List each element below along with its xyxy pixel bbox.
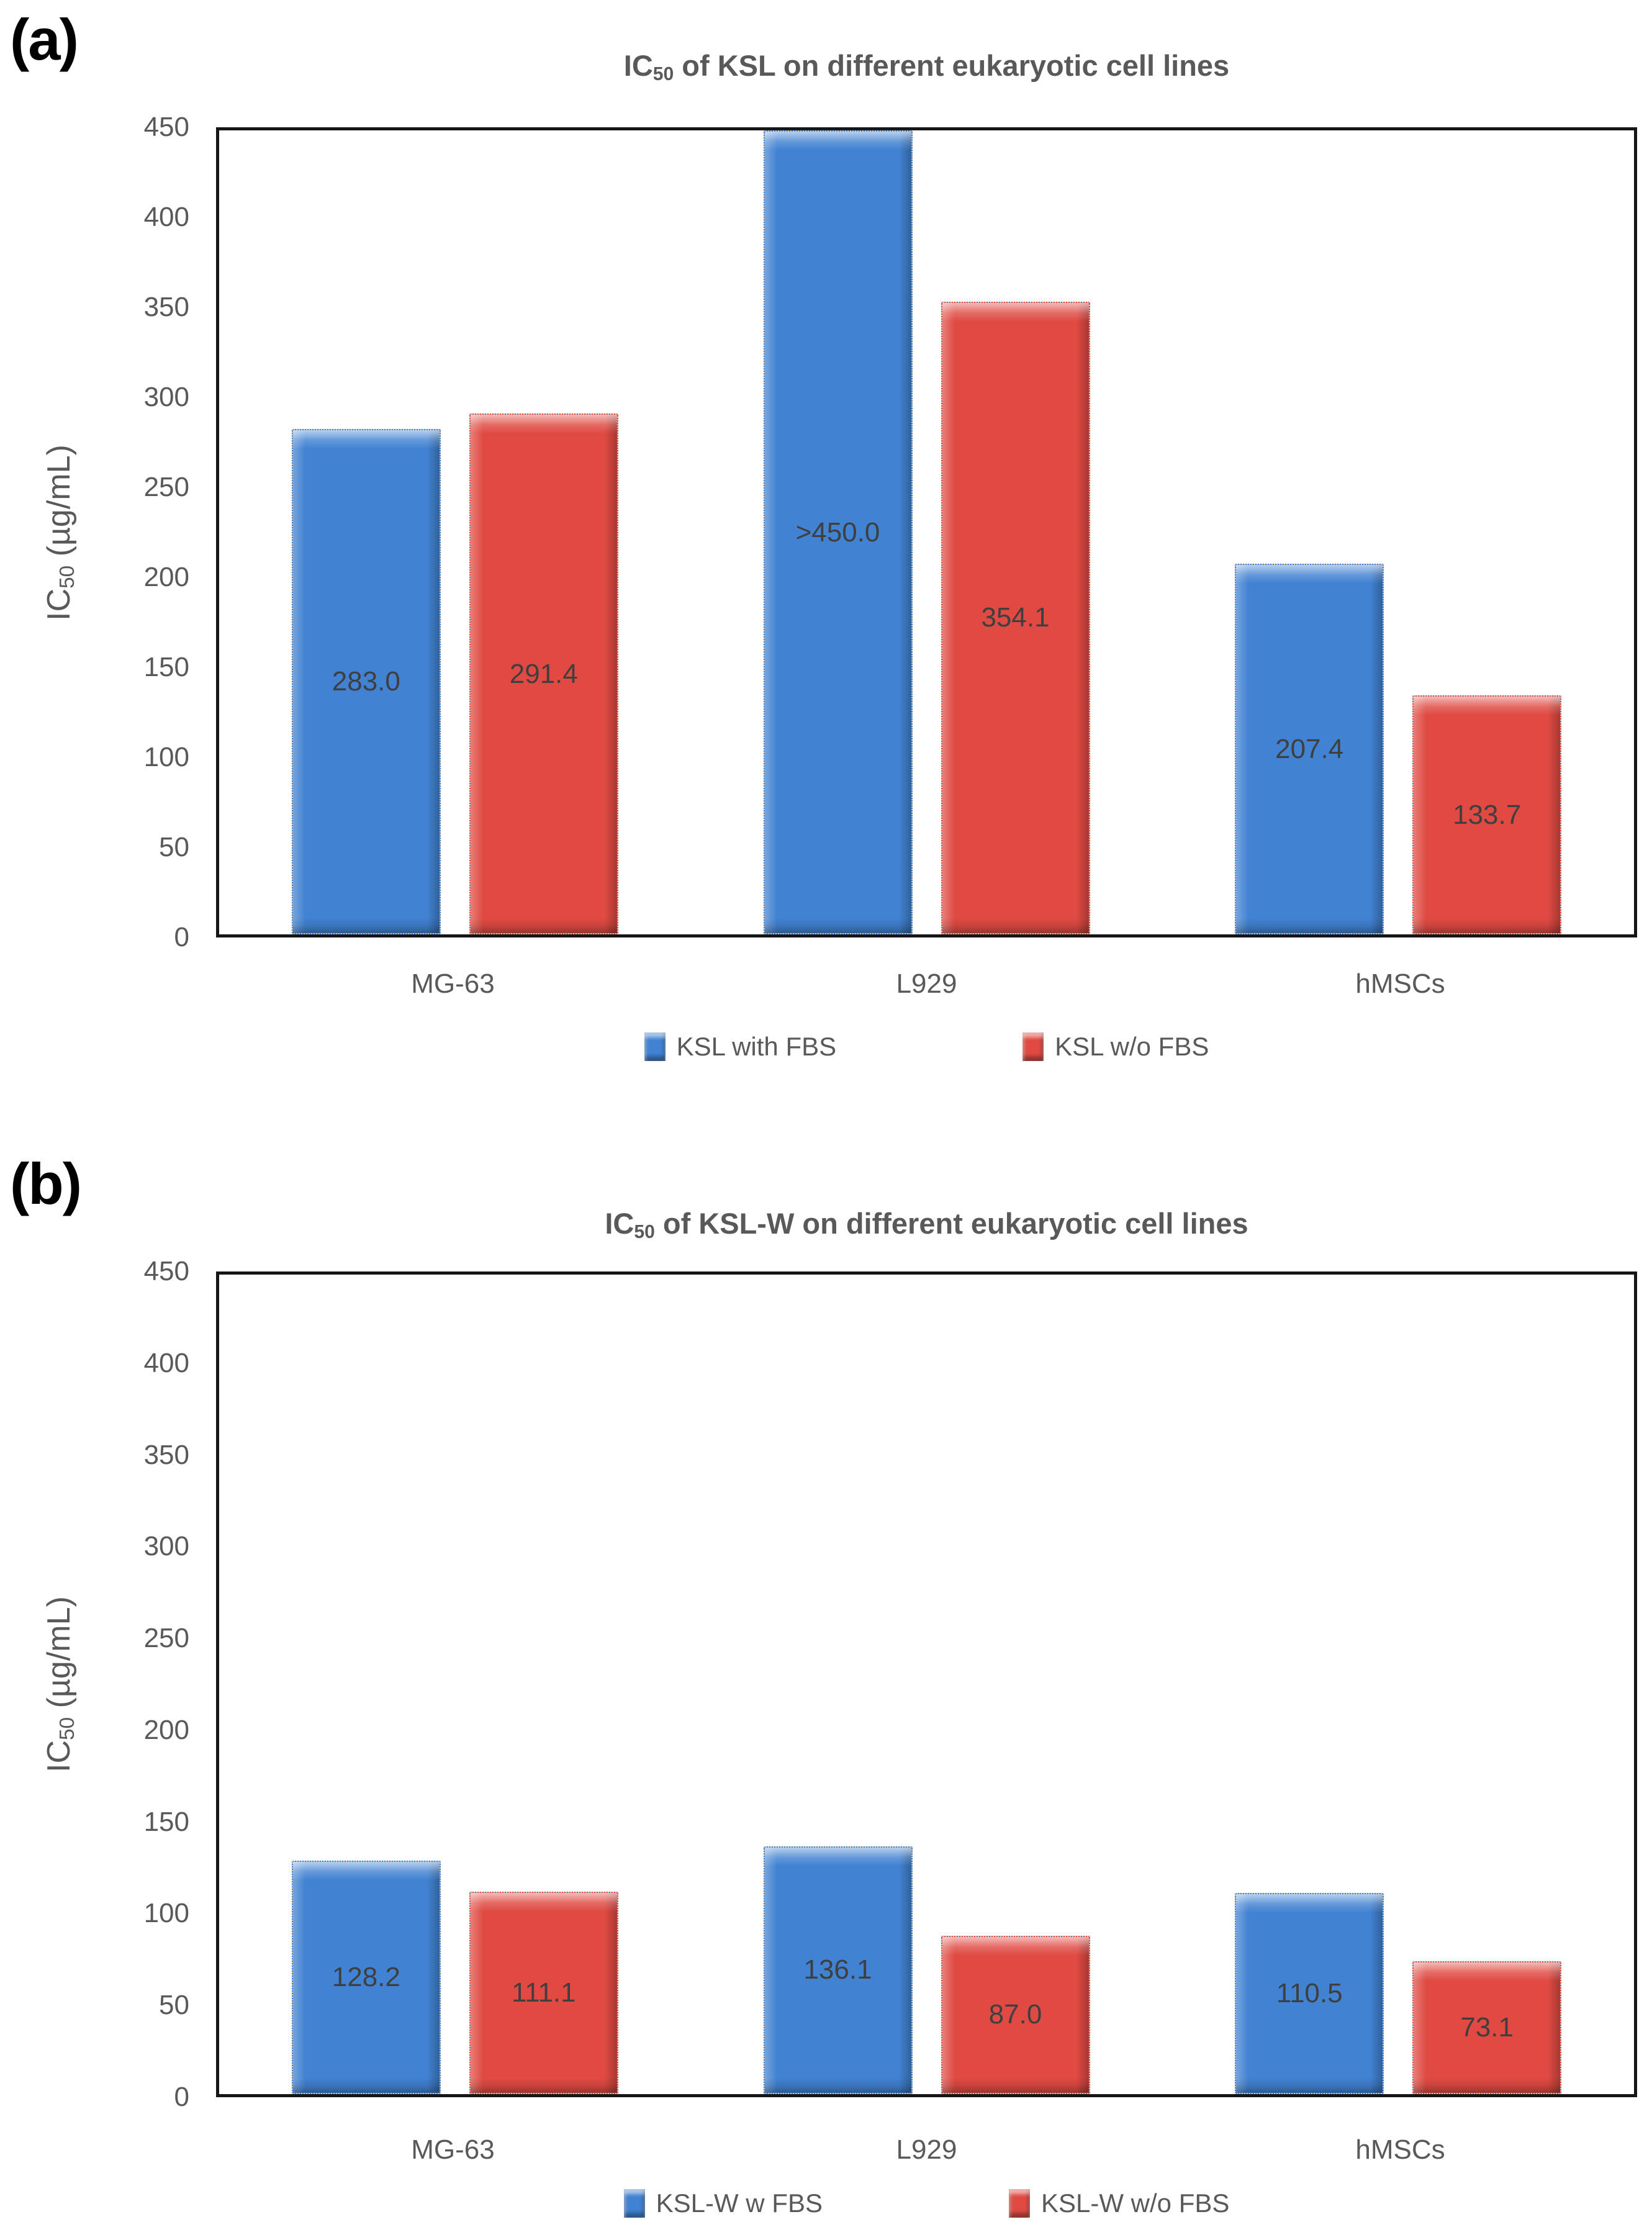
bars-container: 283.0 291.4 >450.0 354.1 207.4 133.7	[219, 130, 1634, 934]
bar: 283.0	[291, 428, 441, 934]
bar-value-label: 128.2	[332, 1961, 400, 1992]
y-axis-title: IC50 (µg/mL)	[19, 127, 99, 937]
bar-value-label: 291.4	[509, 658, 578, 689]
legend-label: KSL with FBS	[676, 1032, 837, 1061]
bar-value-label: 87.0	[988, 1999, 1042, 2030]
legend-label: KSL-W w/o FBS	[1040, 2188, 1230, 2218]
bar-value-label: 73.1	[1460, 2012, 1514, 2043]
legend: KSL-W w FBS KSL-W w/o FBS	[216, 2188, 1637, 2218]
plot-area: 128.2 111.1 136.1 87.0 110.5 73.1	[216, 1271, 1637, 2097]
y-tick-label: 450	[143, 1256, 189, 1286]
y-tick-label: 250	[143, 472, 189, 502]
y-tick-label: 150	[143, 1806, 189, 1837]
chart-title: IC50 of KSL on different eukaryotic cell…	[623, 49, 1230, 84]
legend-item: KSL w/o FBS	[1022, 1032, 1209, 1062]
x-category-label: hMSCs	[1355, 2134, 1445, 2165]
legend-swatch-icon	[644, 1032, 666, 1061]
bar: >450.0	[763, 130, 913, 934]
bar: 133.7	[1412, 695, 1562, 934]
bar: 73.1	[1412, 1961, 1562, 2094]
y-tick-label: 150	[143, 652, 189, 682]
chart-title: IC50 of KSL-W on different eukaryotic ce…	[605, 1207, 1248, 1242]
y-axis-title: IC50 (µg/mL)	[19, 1271, 99, 2097]
legend-item: KSL with FBS	[644, 1032, 837, 1062]
y-tick-label: 0	[174, 922, 189, 952]
y-tick-label: 250	[143, 1623, 189, 1654]
panel-label-b: (b)	[10, 1151, 82, 1216]
y-tick-label: 50	[159, 1990, 189, 2021]
y-tick-label: 350	[143, 292, 189, 322]
bar: 354.1	[941, 301, 1090, 934]
bar-value-label: >450.0	[795, 517, 880, 548]
y-tick-label: 200	[143, 562, 189, 592]
bar-value-label: 207.4	[1275, 733, 1344, 764]
legend-item: KSL-W w/o FBS	[1008, 2188, 1230, 2218]
y-tick-label: 350	[143, 1439, 189, 1470]
x-axis-labels: MG-63 L929 hMSCs	[216, 969, 1637, 1000]
y-tick-label: 100	[143, 1898, 189, 1929]
bar: 291.4	[469, 413, 618, 934]
bar-value-label: 136.1	[803, 1954, 872, 1985]
bar-value-label: 133.7	[1453, 799, 1522, 830]
y-tick-label: 300	[143, 1531, 189, 1562]
y-tick-label: 0	[174, 2082, 189, 2112]
panel-label-a: (a)	[10, 7, 79, 72]
bar-value-label: 110.5	[1276, 1977, 1343, 2008]
y-tick-label: 200	[143, 1714, 189, 1745]
y-tick-label: 400	[143, 1347, 189, 1378]
bar: 136.1	[763, 1846, 913, 2094]
bar-group: 207.4 133.7	[1162, 130, 1634, 934]
legend: KSL with FBS KSL w/o FBS	[216, 1032, 1637, 1062]
plot-area: 283.0 291.4 >450.0 354.1 207.4 133.7	[216, 127, 1637, 937]
x-category-label: MG-63	[411, 969, 495, 999]
bar-group: 136.1 87.0	[691, 1275, 1163, 2094]
bar: 111.1	[469, 1892, 618, 2094]
y-axis-title-text: IC50 (µg/mL)	[41, 444, 79, 621]
legend-swatch-icon	[1022, 1032, 1044, 1061]
bar: 128.2	[291, 1860, 441, 2094]
legend-swatch-icon	[1008, 2189, 1030, 2218]
bar-group: >450.0 354.1	[691, 130, 1163, 934]
bar-value-label: 111.1	[512, 1977, 576, 2008]
x-category-label: MG-63	[411, 2134, 495, 2165]
x-category-label: hMSCs	[1355, 969, 1445, 999]
legend-label: KSL w/o FBS	[1055, 1032, 1209, 1061]
y-tick-label: 450	[143, 112, 189, 142]
x-category-label: L929	[896, 2134, 957, 2165]
bar-value-label: 354.1	[981, 602, 1050, 633]
legend-item: KSL-W w FBS	[623, 2188, 823, 2218]
bar-group: 110.5 73.1	[1162, 1275, 1634, 2094]
legend-label: KSL-W w FBS	[656, 2188, 823, 2218]
chart-panel-b: (b) IC50 of KSL-W on different eukaryoti…	[0, 1144, 1652, 2222]
bar: 110.5	[1235, 1892, 1384, 2094]
y-tick-label: 400	[143, 202, 189, 232]
x-axis-labels: MG-63 L929 hMSCs	[216, 2134, 1637, 2166]
x-category-label: L929	[896, 969, 957, 999]
bar: 87.0	[941, 1935, 1090, 2094]
bar: 207.4	[1235, 564, 1384, 934]
chart-panel-a: (a) IC50 of KSL on different eukaryotic …	[10, 7, 1637, 1062]
bar-value-label: 283.0	[332, 666, 400, 697]
bars-container: 128.2 111.1 136.1 87.0 110.5 73.1	[219, 1275, 1634, 2094]
legend-swatch-icon	[623, 2189, 645, 2218]
y-tick-label: 100	[143, 742, 189, 772]
bar-group: 283.0 291.4	[219, 130, 691, 934]
bar-group: 128.2 111.1	[219, 1275, 691, 2094]
y-tick-label: 50	[159, 832, 189, 862]
y-tick-label: 300	[143, 382, 189, 412]
